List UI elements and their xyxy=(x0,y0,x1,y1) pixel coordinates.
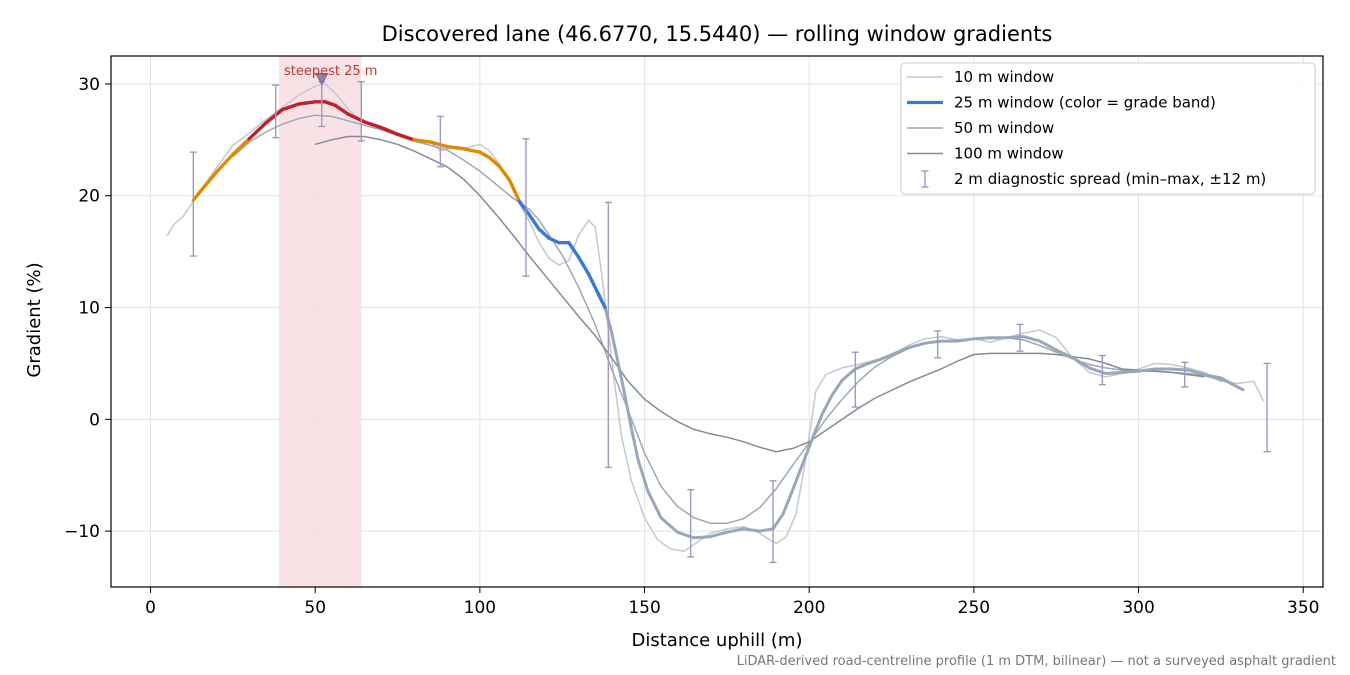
series-segment-25m-window xyxy=(428,140,449,149)
series-segment-25m-window xyxy=(445,144,466,151)
x-tick-label: 300 xyxy=(1122,598,1154,618)
series-segment-25m-window xyxy=(586,272,601,296)
legend-entry-50-m-window: 50 m window xyxy=(907,119,1054,137)
series-segment-25m-window xyxy=(412,138,433,144)
series-segment-25m-window xyxy=(280,102,301,112)
svg-text:2 m diagnostic spread (min–max: 2 m diagnostic spread (min–max, ±12 m) xyxy=(954,170,1266,188)
series-segment-25m-window xyxy=(231,137,252,157)
x-tick-label: 250 xyxy=(958,598,990,618)
legend-box xyxy=(900,62,1316,195)
legend: 10 m window 25 m window (color = grade ba… xyxy=(900,62,1316,195)
svg-text:25 m window (color = grade ban: 25 m window (color = grade band) xyxy=(954,94,1216,112)
series-segment-25m-window xyxy=(517,199,531,217)
error-bar xyxy=(604,201,612,469)
x-tick-label: 50 xyxy=(304,598,326,618)
steepest-label: steepest 25 m xyxy=(284,64,377,79)
error-bar xyxy=(1098,354,1106,386)
legend-entry-10-m-window: 10 m window xyxy=(907,68,1054,86)
steepest-segment-highlight xyxy=(278,56,362,587)
series-lines xyxy=(166,83,1265,552)
footnote: LiDAR-derived road-centreline profile (1… xyxy=(737,654,1336,669)
series-segment-25m-window xyxy=(567,240,581,259)
highlight-band xyxy=(278,56,362,587)
x-tick-label: 350 xyxy=(1287,598,1319,618)
series-segment-25m-window xyxy=(461,147,482,154)
series-line-25m-window-continuation xyxy=(603,307,1245,540)
series-segment-25m-window xyxy=(201,170,219,190)
error-bar xyxy=(934,330,942,359)
series-segment-25m-window xyxy=(497,164,512,182)
series-segment-25m-window xyxy=(507,178,522,204)
y-axis-label: Gradient (%) xyxy=(24,262,45,377)
error-bar xyxy=(189,151,197,257)
annotations: steepest 25 m xyxy=(284,64,377,86)
svg-text:100 m window: 100 m window xyxy=(954,145,1064,163)
series-segment-25m-window xyxy=(362,120,383,130)
series-segment-25m-window xyxy=(478,150,492,160)
error-bar xyxy=(687,489,695,558)
y-tick-label: 0 xyxy=(89,410,100,430)
x-tick-label: 100 xyxy=(464,598,496,618)
y-axis-ticks: −10 0 10 20 30 xyxy=(64,75,111,542)
legend-entry-100-m-window: 100 m window xyxy=(907,145,1064,163)
error-bar xyxy=(769,480,777,564)
series-segment-25m-window xyxy=(379,125,400,136)
diagnostic-error-bars xyxy=(189,81,1271,564)
y-tick-label: 30 xyxy=(78,75,100,95)
series-segment-25m-window xyxy=(547,236,561,245)
svg-text:10 m window: 10 m window xyxy=(954,68,1054,86)
x-tick-label: 0 xyxy=(145,598,156,618)
series-segment-25m-window xyxy=(527,213,541,231)
series-segment-25m-window xyxy=(191,186,205,202)
series-segment-25m-window xyxy=(537,227,551,240)
x-tick-label: 150 xyxy=(628,598,660,618)
x-axis-ticks: 0 50 100 150 200 250 300 350 xyxy=(145,587,1319,618)
series-segment-25m-window xyxy=(214,152,235,174)
error-bar xyxy=(1263,362,1271,453)
error-bar xyxy=(272,84,280,139)
error-bar xyxy=(357,81,365,142)
series-line-10m-window xyxy=(166,83,1265,552)
y-tick-label: 10 xyxy=(78,299,100,319)
series-segment-25m-window xyxy=(395,132,416,142)
x-tick-label: 200 xyxy=(793,598,825,618)
series-segment-25m-window xyxy=(264,107,284,125)
legend-entry-25-m-window-color-grade-band: 25 m window (color = grade band) xyxy=(907,94,1216,112)
error-bar xyxy=(1181,361,1189,388)
error-bar xyxy=(851,351,859,408)
series-segment-25m-window xyxy=(297,100,317,106)
series-segment-25m-window xyxy=(247,121,268,141)
svg-text:50 m window: 50 m window xyxy=(954,119,1054,137)
chart-title: Discovered lane (46.6770, 15.5440) — rol… xyxy=(382,22,1053,46)
plot-frame xyxy=(110,55,1324,588)
y-tick-label: −10 xyxy=(64,522,100,542)
series-segment-25m-window xyxy=(488,156,502,169)
x-axis-label: Distance uphill (m) xyxy=(632,630,803,651)
legend-entry-2-m-diagnostic-spread-min-max-12-m: 2 m diagnostic spread (min–max, ±12 m) xyxy=(921,170,1266,188)
series-segment-25m-window xyxy=(576,255,591,276)
y-tick-label: 20 xyxy=(78,187,100,207)
error-bar xyxy=(1016,323,1024,352)
series-segment-25m-window xyxy=(323,100,337,107)
series-segment-25m-window xyxy=(333,103,350,116)
steepest-marker xyxy=(315,72,329,86)
error-bar xyxy=(436,115,444,168)
error-bar xyxy=(522,138,530,277)
series-line-100m-window xyxy=(315,135,1205,453)
series-segment-25m-window xyxy=(596,292,607,310)
axes xyxy=(110,55,1324,588)
